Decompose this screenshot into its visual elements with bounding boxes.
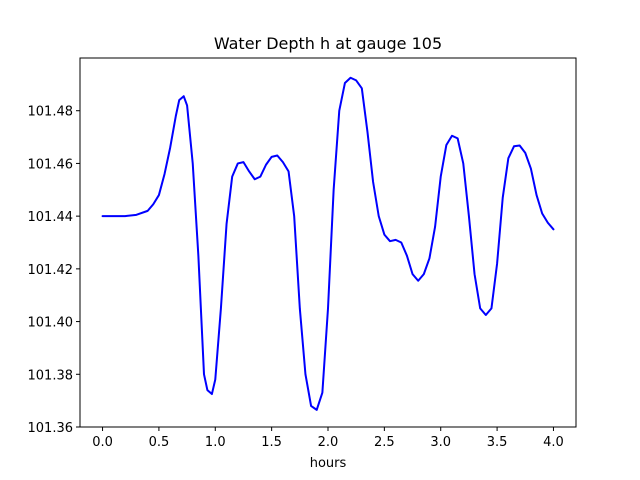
plot-frame xyxy=(79,57,577,428)
series-group xyxy=(101,76,555,411)
x-tick-label: 2.5 xyxy=(374,435,395,450)
chart-title: Water Depth h at gauge 105 xyxy=(214,34,442,53)
y-axis: 101.36 101.38 101.40 101.42 101.44 101.46 101.… xyxy=(28,105,80,436)
x-tick-label: 3.0 xyxy=(430,435,451,450)
y-tick-label: 101.42 xyxy=(28,263,74,278)
x-axis-label: hours xyxy=(310,456,347,471)
y-tick-label: 101.36 xyxy=(28,421,74,436)
y-tick-label: 101.40 xyxy=(28,316,74,331)
x-tick-label: 0.5 xyxy=(149,435,170,450)
x-tick-label: 1.5 xyxy=(261,435,282,450)
series-line-0 xyxy=(101,76,555,411)
x-tick-label: 4.0 xyxy=(543,435,564,450)
x-axis: 0.0 0.5 1.0 1.5 2.0 2.5 3.0 3.5 4.0 xyxy=(92,427,564,450)
plot-area: 0.0 0.5 1.0 1.5 2.0 2.5 3.0 3.5 4.0 101.36 101.38… xyxy=(28,57,577,450)
y-tick-label: 101.44 xyxy=(28,210,74,225)
y-tick-label: 101.46 xyxy=(28,157,74,172)
x-tick-label: 3.5 xyxy=(487,435,508,450)
y-tick-label: 101.38 xyxy=(28,368,74,383)
y-tick-label: 101.48 xyxy=(28,105,74,120)
x-tick-label: 1.0 xyxy=(205,435,226,450)
x-tick-label: 2.0 xyxy=(318,435,339,450)
x-tick-label: 0.0 xyxy=(92,435,113,450)
